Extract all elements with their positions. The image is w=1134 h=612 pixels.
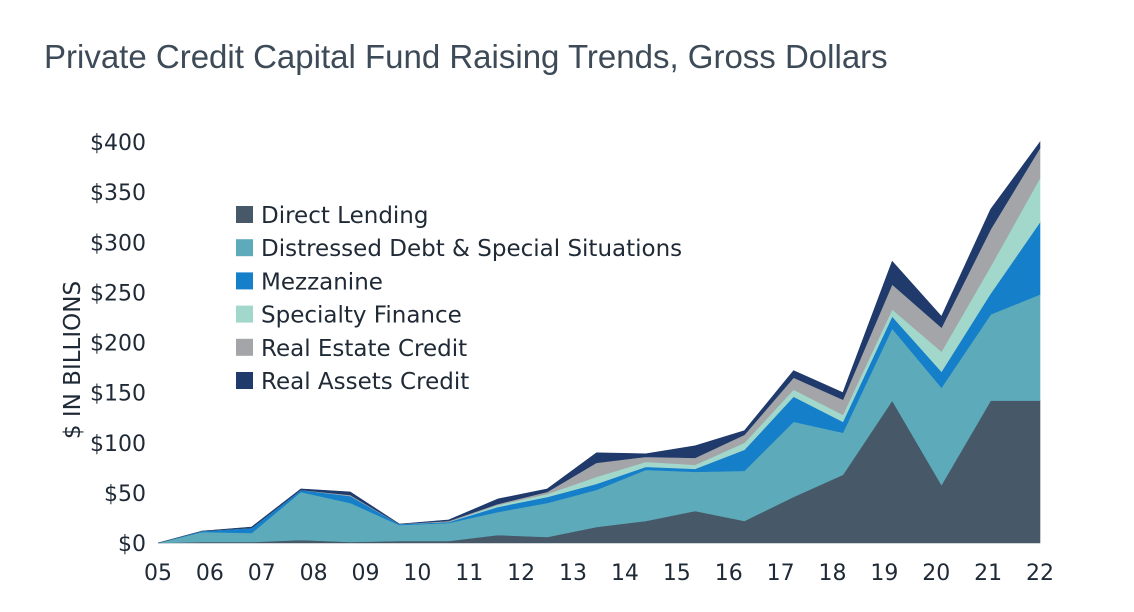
x-tick-label: 19 bbox=[870, 561, 898, 586]
x-tick-label: 14 bbox=[611, 561, 639, 586]
x-tick-label: 08 bbox=[300, 561, 328, 586]
x-axis: 05 06 07 08 09 10 11 12 13 14 15 16 17 18 19 20 21 22 bbox=[144, 561, 1054, 586]
legend-label: Real Estate Credit bbox=[261, 336, 467, 362]
legend-label: Distressed Debt & Special Situations bbox=[261, 236, 682, 262]
y-tick-label: $250 bbox=[90, 281, 146, 306]
legend-label: Direct Lending bbox=[261, 203, 428, 229]
legend-swatch bbox=[236, 272, 253, 290]
y-tick-label: $50 bbox=[104, 482, 146, 507]
y-tick-label: $0 bbox=[118, 532, 146, 557]
x-tick-label: 18 bbox=[818, 561, 846, 586]
legend-label: Real Assets Credit bbox=[261, 369, 469, 395]
x-tick-label: 17 bbox=[767, 561, 795, 586]
x-tick-label: 07 bbox=[248, 561, 276, 586]
y-axis: $0 $50 $100 $150 $200 $250 $300 $350 $400 bbox=[90, 131, 146, 557]
chart-title: Private Credit Capital Fund Raising Tren… bbox=[44, 38, 888, 75]
y-tick-label: $300 bbox=[90, 231, 146, 256]
legend-swatch bbox=[236, 206, 253, 223]
legend-swatch bbox=[236, 239, 253, 257]
y-tick-label: $100 bbox=[90, 432, 146, 457]
y-tick-label: $150 bbox=[90, 382, 146, 407]
area-real-assets-credit bbox=[157, 141, 1041, 544]
x-tick-label: 22 bbox=[1026, 561, 1054, 586]
legend-label: Mezzanine bbox=[261, 269, 383, 295]
x-tick-label: 16 bbox=[715, 561, 743, 586]
legend: Direct Lending Distressed Debt & Special … bbox=[236, 203, 682, 395]
y-tick-label: $400 bbox=[90, 131, 146, 156]
x-tick-label: 05 bbox=[144, 561, 172, 586]
x-tick-label: 21 bbox=[974, 561, 1002, 586]
x-tick-label: 11 bbox=[455, 561, 483, 586]
x-tick-label: 13 bbox=[559, 561, 587, 586]
x-tick-label: 06 bbox=[196, 561, 224, 586]
legend-swatch bbox=[236, 305, 253, 323]
y-tick-label: $200 bbox=[90, 332, 146, 357]
legend-label: Specialty Finance bbox=[261, 303, 462, 329]
legend-swatch bbox=[236, 372, 253, 389]
x-tick-label: 20 bbox=[922, 561, 950, 586]
x-tick-label: 10 bbox=[403, 561, 431, 586]
y-axis-label: $ IN BILLIONS bbox=[60, 281, 86, 439]
x-tick-label: 12 bbox=[507, 561, 535, 586]
x-tick-label: 09 bbox=[352, 561, 380, 586]
x-tick-label: 15 bbox=[663, 561, 691, 586]
legend-swatch bbox=[236, 338, 253, 356]
y-tick-label: $350 bbox=[90, 181, 146, 206]
area-series-group bbox=[157, 141, 1041, 544]
